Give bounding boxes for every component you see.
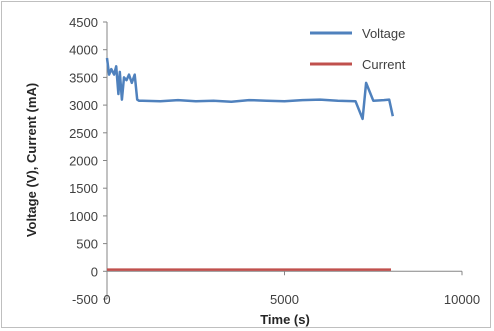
plot-area — [106, 22, 462, 299]
series-layer — [105, 57, 395, 271]
y-tick-label: 4000 — [69, 43, 98, 58]
y-tick-label: 4500 — [69, 15, 98, 30]
chart-frame — [1, 1, 491, 328]
y-tick-label: 0 — [91, 264, 98, 279]
y-tick-label: -500 — [72, 292, 98, 307]
x-axis-ticks: 0 5000 10000 — [103, 271, 480, 307]
legend-label-current: Current — [362, 57, 406, 72]
y-tick-label: 3000 — [69, 98, 98, 113]
y-tick-label: 3500 — [69, 70, 98, 85]
x-axis-title: Time (s) — [260, 312, 310, 327]
y-tick-label: 2000 — [69, 154, 98, 169]
y-tick-label: 1500 — [69, 181, 98, 196]
y-tick-label: 2500 — [69, 126, 98, 141]
y-tick-label: 500 — [76, 237, 98, 252]
y-tick-label: 1000 — [69, 209, 98, 224]
series-line-voltage — [105, 57, 395, 121]
y-axis-title: Voltage (V), Current (mA) — [24, 83, 39, 237]
x-tick-label: 10000 — [444, 292, 480, 307]
legend-label-voltage: Voltage — [362, 26, 405, 41]
y-axis-ticks: -500 0 500 1000 1500 2000 2500 3000 3500 4000 4500 — [69, 15, 107, 307]
x-tick-label: 5000 — [270, 292, 299, 307]
legend: Voltage Current — [310, 26, 406, 72]
x-tick-label: 0 — [103, 292, 110, 307]
